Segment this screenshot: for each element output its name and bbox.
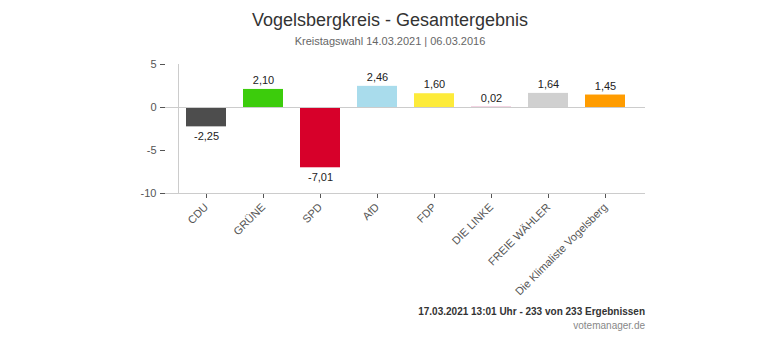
html-text:17.03.2021 13:01 Uhr - 233 von: 17.03.2021 13:01 Uhr - 233 von 233 Ergeb… <box>418 306 645 317</box>
svg-text:FDP: FDP <box>414 201 438 225</box>
svg-text:-5: -5 <box>147 144 157 156</box>
svg-text:0,02: 0,02 <box>481 92 502 104</box>
svg-text:-7,01: -7,01 <box>308 171 333 183</box>
html-text:votemanager.de: votemanager.de <box>573 320 645 331</box>
svg-text:1,60: 1,60 <box>424 78 445 90</box>
svg-text:CDU: CDU <box>185 201 210 226</box>
svg-text:-2,25: -2,25 <box>194 130 219 142</box>
svg-text:5: 5 <box>150 58 156 70</box>
svg-text:GRÜNE: GRÜNE <box>231 201 268 238</box>
svg-text:2,46: 2,46 <box>367 71 388 83</box>
svg-text:SPD: SPD <box>300 201 325 226</box>
svg-text:1,64: 1,64 <box>538 78 559 90</box>
svg-text:0: 0 <box>150 101 156 113</box>
svg-text:2,10: 2,10 <box>253 74 274 86</box>
svg-text:1,45: 1,45 <box>595 80 616 92</box>
svg-text:AfD: AfD <box>360 201 381 222</box>
svg-text:DIE LINKE: DIE LINKE <box>449 201 495 247</box>
svg-text:FREIE WÄHLER: FREIE WÄHLER <box>486 201 553 268</box>
svg-text:Die Klimaliste Vogelsberg: Die Klimaliste Vogelsberg <box>513 201 610 298</box>
html-text:Vogelsbergkreis - Gesamtergebn: Vogelsbergkreis - Gesamtergebnis <box>251 10 529 30</box>
svg-text:-10: -10 <box>141 187 157 199</box>
html-text:Kreistagswahl 14.03.2021 | 06.: Kreistagswahl 14.03.2021 | 06.03.2016 <box>294 35 486 47</box>
